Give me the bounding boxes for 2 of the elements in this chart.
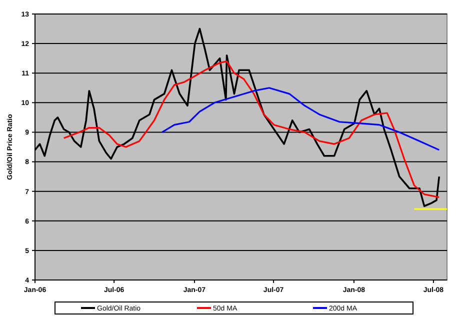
line-series	[63, 60, 440, 198]
line-series	[161, 87, 440, 151]
